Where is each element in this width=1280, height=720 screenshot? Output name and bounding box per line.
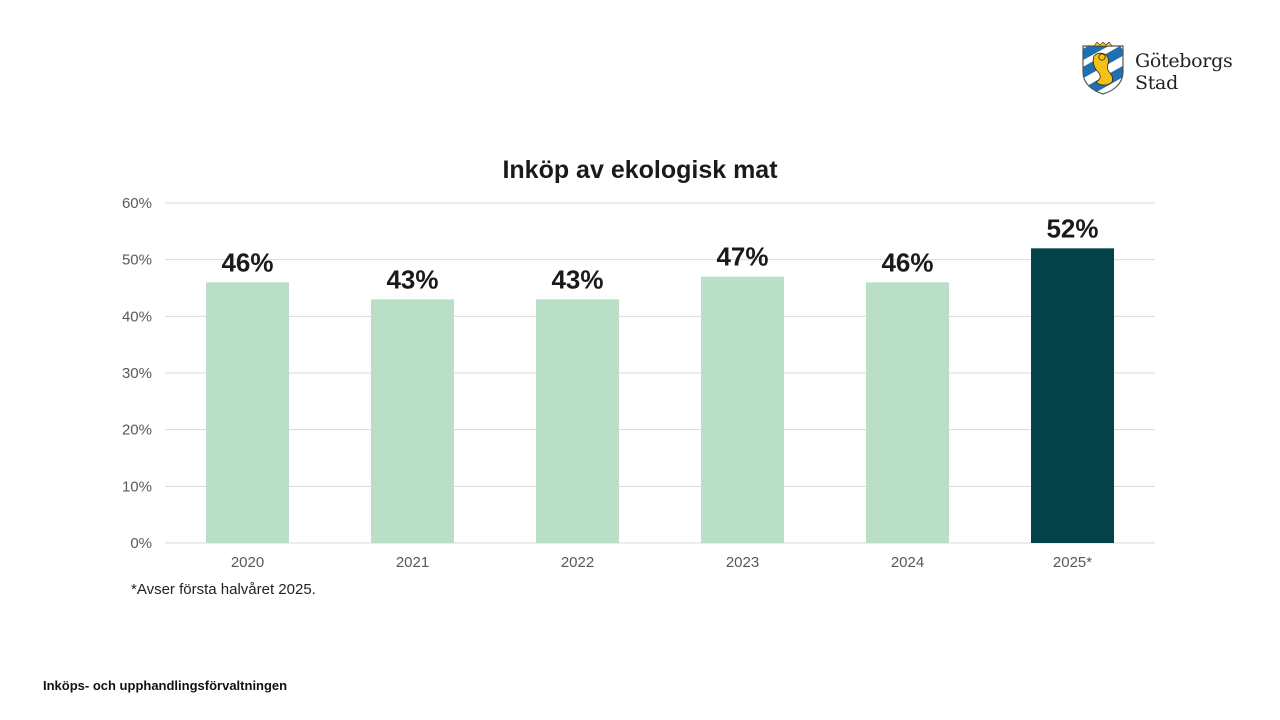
bar-2024 bbox=[866, 282, 949, 543]
bars bbox=[206, 248, 1114, 544]
gridlines bbox=[165, 202, 1155, 544]
brand-name-line1: Göteborgs bbox=[1135, 50, 1233, 72]
x-tick-label: 2025* bbox=[1053, 554, 1092, 571]
x-tick-label: 2020 bbox=[231, 554, 264, 571]
brand-name: Göteborgs Stad bbox=[1135, 50, 1233, 94]
data-label: 46% bbox=[881, 247, 933, 277]
x-tick-label: 2022 bbox=[561, 554, 594, 571]
y-tick-label: 60% bbox=[122, 195, 152, 212]
x-tick-label: 2024 bbox=[891, 554, 924, 571]
brand-name-line2: Stad bbox=[1135, 72, 1178, 94]
x-tick-label: 2023 bbox=[726, 554, 759, 571]
bar-2022 bbox=[536, 299, 619, 543]
data-label: 52% bbox=[1046, 213, 1098, 243]
footnote: *Avser första halvåret 2025. bbox=[131, 581, 316, 598]
bar-2025 bbox=[1031, 248, 1114, 544]
bar-2020 bbox=[206, 282, 289, 543]
data-label: 43% bbox=[551, 264, 603, 294]
bar-2021 bbox=[371, 299, 454, 543]
x-tick-label: 2021 bbox=[396, 554, 429, 571]
y-tick-label: 10% bbox=[122, 478, 152, 495]
data-label: 43% bbox=[386, 264, 438, 294]
y-tick-label: 20% bbox=[122, 422, 152, 439]
data-label: 47% bbox=[716, 242, 768, 272]
footer-organization: Inköps- och upphandlingsförvaltningen bbox=[43, 678, 288, 693]
chart-title: Inköp av ekologisk mat bbox=[502, 156, 778, 184]
x-axis: 2020 2021 2022 2023 2024 2025* bbox=[231, 554, 1092, 571]
y-tick-label: 50% bbox=[122, 252, 152, 269]
y-tick-label: 30% bbox=[122, 365, 152, 382]
y-tick-label: 40% bbox=[122, 308, 152, 325]
data-labels: 46% 43% 43% 47% 46% 52% bbox=[221, 213, 1098, 294]
y-axis: 0% 10% 20% 30% 40% 50% 60% bbox=[122, 195, 152, 552]
data-label: 46% bbox=[221, 247, 273, 277]
coat-of-arms-icon bbox=[1082, 42, 1124, 95]
goteborgs-stad-logo: Göteborgs Stad bbox=[1080, 42, 1250, 98]
y-tick-label: 0% bbox=[130, 535, 152, 552]
bar-2023 bbox=[701, 276, 784, 543]
